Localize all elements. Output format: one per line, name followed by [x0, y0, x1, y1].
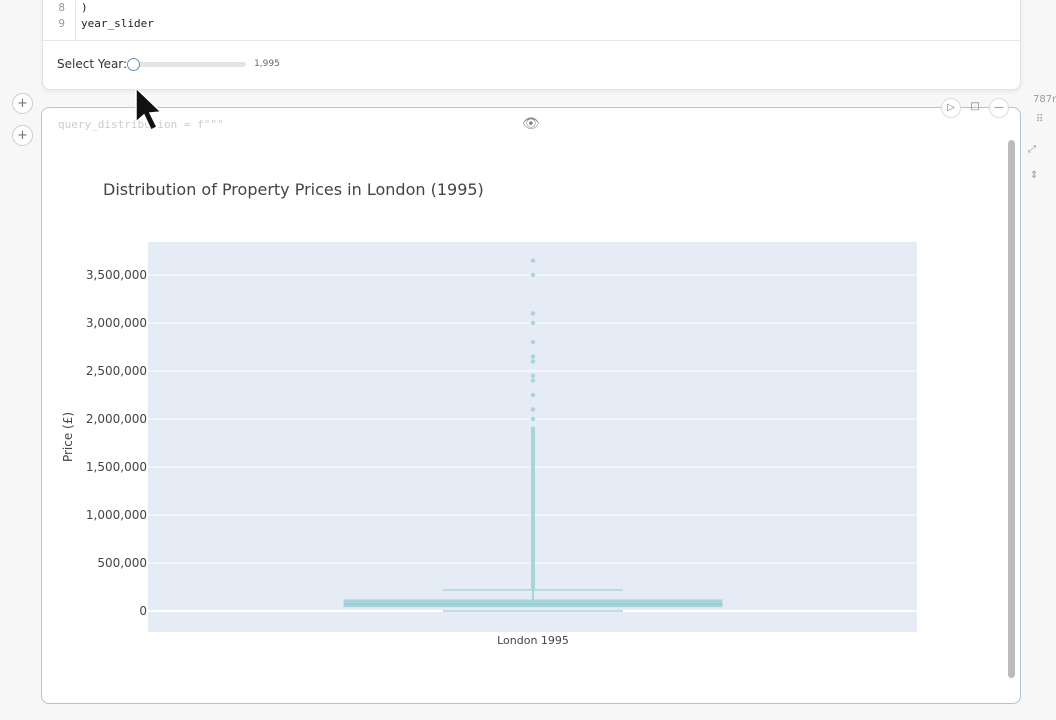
add-cell-button[interactable]: +	[12, 125, 33, 146]
year-slider-row: Select Year: 1,995	[57, 57, 280, 71]
chart-title: Distribution of Property Prices in Londo…	[103, 180, 484, 199]
expand-icon[interactable]: ⤢	[1028, 144, 1036, 155]
code-cell[interactable]: 8 ) 9 year_slider Select Year: 1,995	[42, 0, 1021, 90]
memory-label: 787m	[1033, 94, 1056, 105]
gutter	[75, 1, 76, 41]
stop-button[interactable]: □	[970, 101, 980, 112]
slider-label: Select Year:	[57, 57, 128, 71]
code-line: )	[81, 1, 88, 14]
code-preview: query_distribution = f"""	[58, 118, 224, 131]
code-line: year_slider	[81, 17, 154, 30]
scrollbar[interactable]	[1008, 140, 1015, 678]
drag-handle-icon[interactable]: ⠿	[1036, 114, 1044, 125]
slider-value: 1,995	[254, 59, 280, 69]
year-slider[interactable]	[127, 57, 247, 71]
code-editor[interactable]: 8 ) 9 year_slider	[43, 1, 1020, 41]
slider-thumb[interactable]	[127, 57, 141, 71]
fold-icon[interactable]: ⇕	[1030, 170, 1039, 181]
eye-icon[interactable]: 👁	[522, 116, 540, 132]
line-number: 9	[58, 17, 65, 30]
collapse-button[interactable]: —	[989, 98, 1009, 118]
add-cell-button[interactable]: +	[12, 93, 33, 114]
run-button[interactable]: ▷	[941, 98, 961, 118]
line-number: 8	[58, 1, 65, 14]
